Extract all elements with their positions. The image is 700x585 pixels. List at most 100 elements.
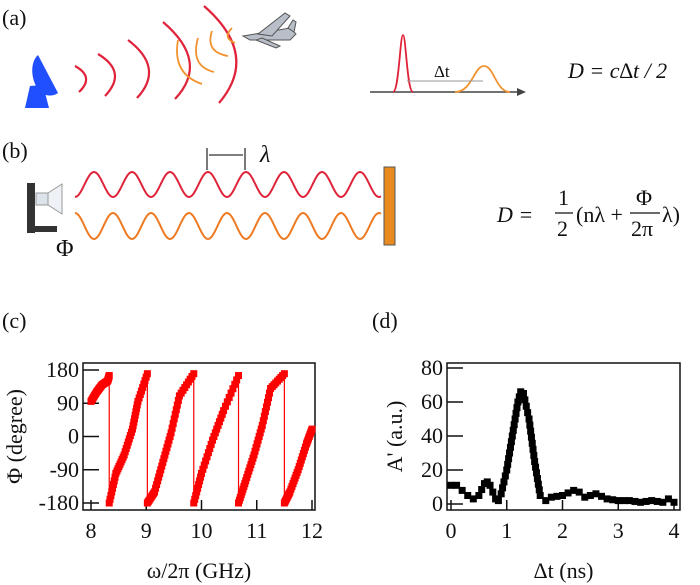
- emitted-pulse: [392, 34, 414, 93]
- chart-d: 0 1 2 3 4 80 60 40 20 0 Δt (ns) A' (a.u.): [382, 355, 681, 583]
- d-data-point: [529, 445, 537, 453]
- c-data-point: [163, 444, 171, 452]
- d-data-point: [500, 478, 508, 486]
- speaker-icon: [27, 183, 63, 233]
- formula-b-half-den: 2: [557, 216, 568, 241]
- d-data-point: [509, 426, 517, 434]
- d-data-point: [499, 484, 507, 492]
- d-data-point: [532, 463, 540, 471]
- d-data-point: [536, 492, 544, 499]
- d-data-point: [531, 458, 539, 465]
- d-data-point: [514, 398, 522, 406]
- c-data-point: [266, 389, 274, 397]
- phi-label: Φ: [56, 236, 74, 262]
- c-data-point: [110, 477, 118, 485]
- d-data-point: [501, 472, 509, 480]
- c-data-point: [264, 394, 272, 402]
- c-data-point: [213, 425, 221, 433]
- d-x-tick-label: 3: [613, 518, 624, 543]
- d-data-point: [598, 492, 606, 500]
- d-x-tick-label: 1: [501, 518, 512, 543]
- c-data-point: [168, 424, 176, 432]
- panel-a-label: (a): [2, 5, 26, 30]
- d-data-point: [533, 475, 541, 482]
- d-x-axis-label: Δt (ns): [534, 558, 594, 583]
- d-data-point: [581, 493, 589, 501]
- d-data-point: [497, 490, 505, 498]
- d-y-tick-label: 40: [421, 423, 443, 448]
- d-data-point: [527, 427, 535, 435]
- c-data-point: [231, 380, 239, 388]
- d-data-point: [603, 495, 611, 503]
- reflected-wave-arcs: [176, 27, 236, 85]
- c-data-point: [108, 488, 116, 496]
- c-data-point: [229, 385, 237, 393]
- d-data-point: [453, 481, 461, 489]
- c-x-tick-label: 11: [246, 518, 267, 543]
- c-data-point: [159, 458, 167, 466]
- d-data-point: [592, 490, 600, 498]
- c-data-point: [194, 484, 202, 492]
- emitted-wave-arcs: [74, 5, 238, 104]
- c-data-point: [156, 469, 164, 477]
- c-data-point: [225, 393, 233, 401]
- panel-d: (d) 0 1 2 3 4 80 60 40 20 0 Δt (ns) A' (a.u.): [372, 308, 681, 583]
- d-x-tick-label: 2: [557, 518, 568, 543]
- d-data-point: [507, 438, 515, 446]
- d-data-point: [659, 498, 667, 506]
- c-data-point: [202, 457, 210, 465]
- formula-b-lhs: D =: [496, 202, 533, 227]
- c-x-tick-label: 12: [301, 518, 323, 543]
- d-data-point: [489, 488, 497, 496]
- d-data-point: [524, 409, 532, 417]
- c-data-point: [210, 433, 218, 440]
- c-y-tick-label: -90: [50, 457, 79, 482]
- d-x-tick-label: 4: [669, 518, 680, 543]
- c-data-point: [199, 465, 207, 473]
- reflector: [383, 166, 396, 246]
- d-data-point: [506, 443, 514, 451]
- c-data-point: [173, 401, 181, 409]
- c-data-point: [109, 484, 117, 492]
- c-data-point: [109, 481, 117, 489]
- c-data-point: [166, 433, 174, 440]
- d-data-point: [504, 460, 512, 468]
- c-data-point: [209, 436, 217, 444]
- c-data-point: [162, 447, 170, 455]
- c-data-point: [211, 429, 219, 437]
- c-data-point: [250, 451, 258, 459]
- c-data-point: [251, 447, 259, 455]
- d-data-point: [535, 486, 543, 494]
- d-data-point: [515, 393, 523, 401]
- d-data-point: [527, 433, 535, 441]
- d-data-point: [508, 432, 516, 440]
- c-data-point: [164, 440, 172, 448]
- d-data-point: [534, 480, 542, 488]
- d-data-point: [486, 481, 494, 489]
- c-data-point: [161, 451, 169, 459]
- d-data-point: [505, 455, 513, 463]
- c-data-point: [174, 396, 182, 404]
- chart-c: 8 9 10 11 12 180 90 0 -90 -180 ω/2π (GHz) Φ (degree…: [2, 357, 323, 583]
- c-y-tick-label: -180: [39, 490, 79, 515]
- c-data-point: [263, 398, 271, 406]
- c-data-point: [233, 376, 241, 384]
- d-data-point: [494, 497, 502, 505]
- c-data-point: [193, 488, 201, 496]
- c-data-point: [105, 499, 113, 507]
- d-x-tick-label: 0: [446, 518, 457, 543]
- panel-c: (c) 8 9 10 11 12 180 90 0 -90 -180 ω/2π (GHz) Φ (de…: [2, 308, 323, 583]
- d-data-point: [564, 489, 572, 497]
- d-data-point: [553, 492, 561, 500]
- c-y-tick-label: 90: [57, 390, 79, 415]
- c-data-point: [153, 481, 161, 489]
- d-data-point: [521, 396, 529, 404]
- c-data-point: [198, 469, 205, 477]
- c-y-axis-label: Φ (degree): [2, 389, 27, 484]
- d-data-point: [519, 390, 527, 397]
- c-data-point: [171, 410, 179, 418]
- d-data-point: [653, 497, 661, 505]
- c-x-tick-label: 9: [141, 518, 152, 543]
- formula-b-open: (nλ +: [576, 202, 623, 227]
